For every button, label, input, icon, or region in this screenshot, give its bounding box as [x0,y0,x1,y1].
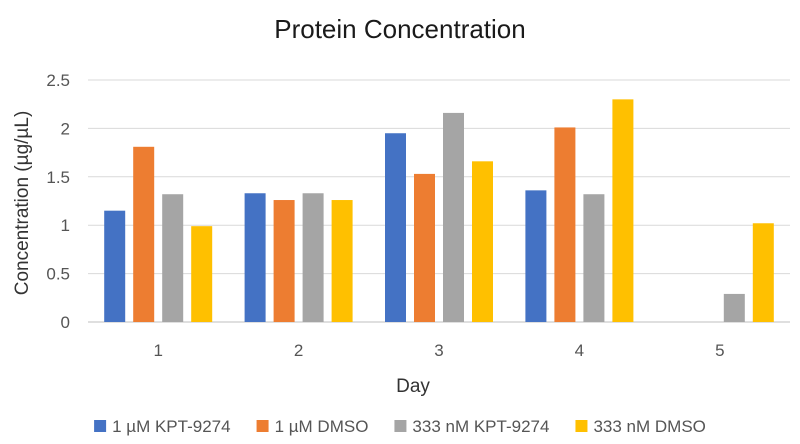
bar [723,293,745,322]
x-tick-label: 5 [715,341,724,360]
legend-swatch [394,420,407,432]
bar [525,190,547,322]
bar [244,193,266,322]
y-tick-label: 0.5 [46,265,70,284]
legend-label: 1 µM DMSO [275,417,369,436]
bar [612,99,634,322]
bar [302,193,324,322]
bar [273,200,295,322]
y-tick-label: 1 [61,216,70,235]
legend-label: 1 µM KPT-9274 [112,417,230,436]
x-tick-label: 3 [434,341,443,360]
legend-item: 333 nM DMSO [575,417,706,436]
legend-item: 1 µM KPT-9274 [94,417,231,436]
bar [191,226,213,322]
bar [331,200,353,322]
bar [583,194,605,322]
legend-label: 333 nM KPT-9274 [412,417,549,436]
bar [133,146,155,322]
bar [104,210,126,322]
x-tick-label: 1 [153,341,162,360]
tick-labels: 0 0.5 1 1.5 2 2.5 1 2 3 4 5 [46,71,724,360]
bar [554,127,576,322]
y-axis-label: Concentration (µg/µL) [12,111,33,296]
legend-item: 1 µM DMSO [256,417,369,436]
bar [472,161,493,322]
legend-swatch [94,420,107,432]
chart-title: Protein Concentration [274,14,525,44]
x-tick-label: 2 [294,341,303,360]
legend-swatch [256,420,269,432]
x-axis-label: Day [396,376,430,397]
y-tick-label: 2 [61,119,70,138]
y-tick-label: 0 [61,313,70,332]
y-tick-label: 1.5 [46,168,70,187]
legend-item: 333 nM KPT-9274 [394,417,549,436]
legend-swatch [575,420,588,432]
y-tick-label: 2.5 [46,71,70,90]
x-tick-label: 4 [575,341,584,360]
legend-label: 333 nM DMSO [593,417,705,436]
bars [104,99,774,322]
bar [162,194,184,322]
bar [752,223,774,322]
bar [414,173,435,322]
legend: 1 µM KPT-9274 1 µM DMSO 333 nM KPT-9274 333… [94,417,706,436]
bar [385,133,406,322]
bar [443,112,464,322]
